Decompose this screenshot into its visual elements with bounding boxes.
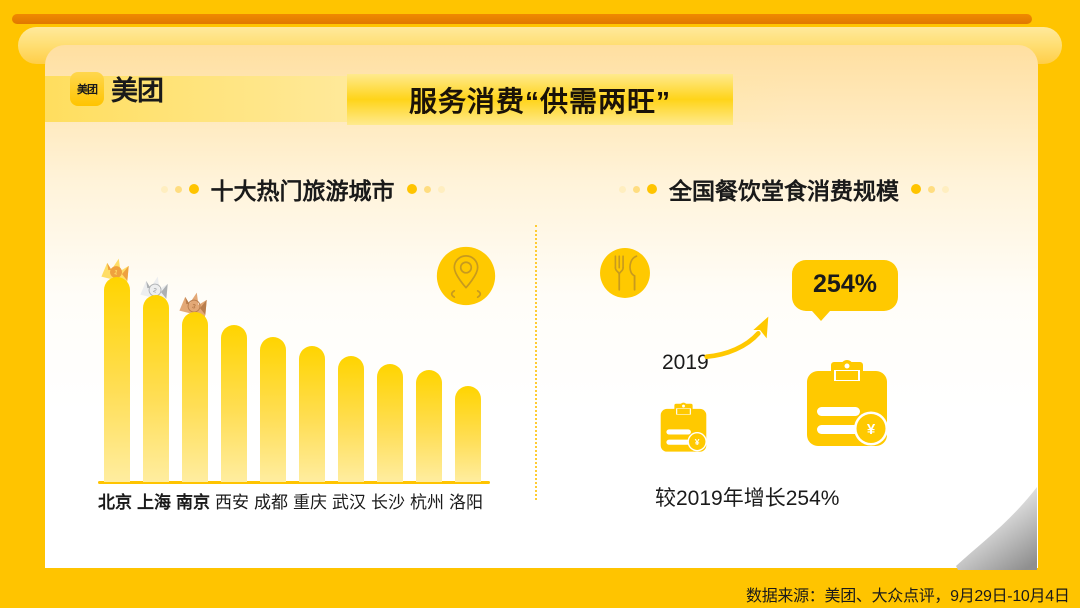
- svg-text:¥: ¥: [695, 437, 700, 447]
- svg-text:¥: ¥: [867, 421, 876, 438]
